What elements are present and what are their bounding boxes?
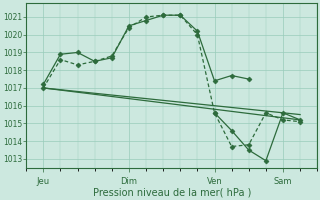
X-axis label: Pression niveau de la mer( hPa ): Pression niveau de la mer( hPa ) — [92, 187, 251, 197]
